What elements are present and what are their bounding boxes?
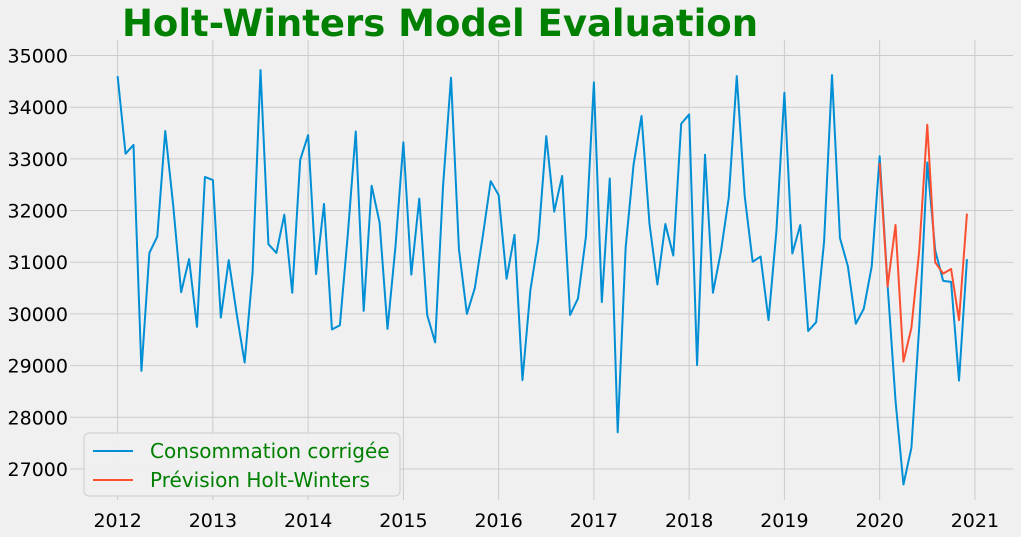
x-tick-label-2020: 2020: [855, 510, 903, 532]
y-tick-labels: 27000 28000 29000 30000 31000 32000 33000 34000…: [8, 46, 68, 481]
x-tick-label-2019: 2019: [760, 510, 808, 532]
y-tick-label-27000: 27000: [8, 459, 68, 481]
x-tick-label-2021: 2021: [951, 510, 999, 532]
x-tick-label-2015: 2015: [379, 510, 427, 532]
y-tick-label-31000: 31000: [8, 252, 68, 274]
y-tick-label-33000: 33000: [8, 149, 68, 171]
y-tick-label-35000: 35000: [8, 46, 68, 68]
chart-title: Holt-Winters Model Evaluation: [122, 2, 758, 45]
y-tick-label-29000: 29000: [8, 356, 68, 378]
x-tick-label-2012: 2012: [93, 510, 141, 532]
x-tick-label-2013: 2013: [189, 510, 237, 532]
legend-box: [83, 432, 401, 497]
x-tick-labels: 2012 2013 2014 2015 2016 2017 2018 2019 2020 2021: [93, 510, 999, 532]
y-tick-label-28000: 28000: [8, 407, 68, 429]
legend: Consommation corrigée Prévision Holt-Win…: [83, 432, 401, 497]
legend-label-consommation: Consommation corrigée: [150, 439, 390, 463]
x-tick-label-2016: 2016: [474, 510, 522, 532]
x-tick-label-2017: 2017: [570, 510, 618, 532]
x-gridlines: [117, 40, 976, 500]
x-tick-label-2018: 2018: [665, 510, 713, 532]
series-lines: [116, 68, 968, 486]
x-tick-label-2014: 2014: [284, 510, 332, 532]
series-line-1: [878, 123, 968, 363]
legend-label-prevision: Prévision Holt-Winters: [150, 468, 370, 492]
y-tick-label-30000: 30000: [8, 304, 68, 326]
y-tick-label-34000: 34000: [8, 97, 68, 119]
y-tick-label-32000: 32000: [8, 201, 68, 223]
series-line-0: [116, 68, 968, 486]
